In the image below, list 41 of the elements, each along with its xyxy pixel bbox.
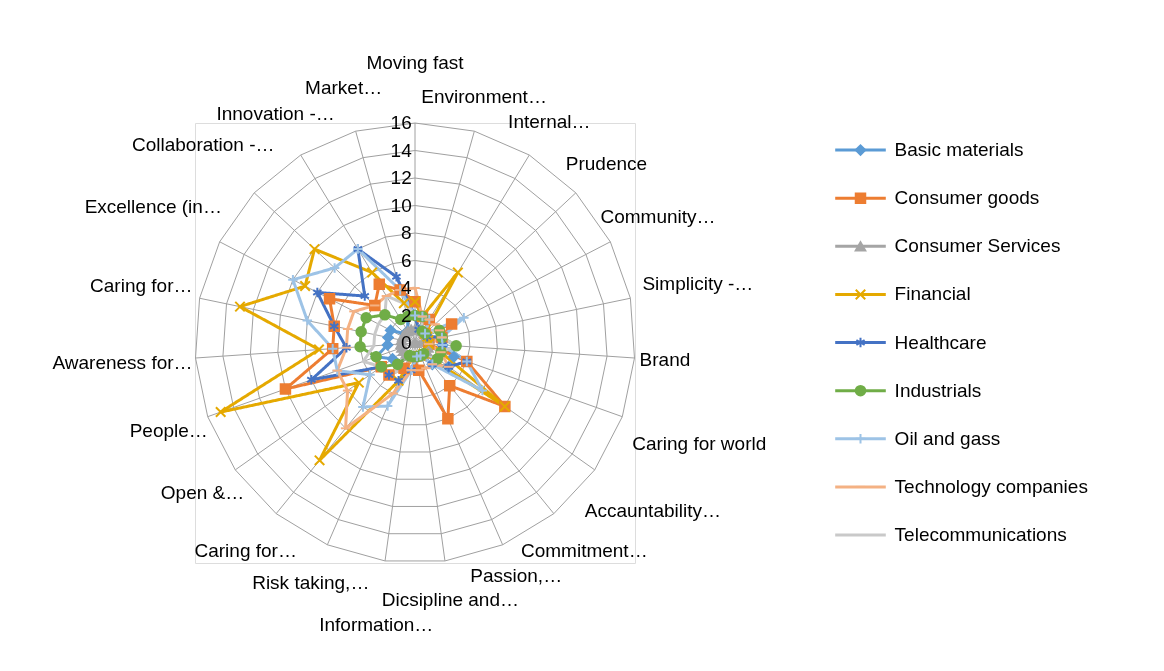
- spoke-label: Innovation -…: [216, 102, 335, 124]
- legend-label: Consumer goods: [894, 187, 1040, 209]
- spoke-label: Caring for…: [194, 540, 297, 562]
- legend-label: Telecommunications: [894, 524, 1067, 546]
- spoke-label: Accauntability…: [584, 499, 721, 521]
- spoke-label: Open &…: [160, 481, 245, 503]
- legend-label: Oil and gass: [894, 427, 1001, 449]
- spoke-label: Dicsipline and…: [381, 589, 519, 611]
- y-tick-label: 4: [401, 277, 413, 298]
- legend-label: Healthcare: [894, 331, 987, 353]
- y-tick-label: 8: [401, 222, 412, 243]
- y-tick-label: 10: [390, 194, 412, 216]
- y-tick-label: 2: [401, 304, 412, 326]
- spoke-label: Excellence (in…: [84, 196, 222, 218]
- y-tick-label: 0: [401, 332, 412, 353]
- spoke-label: Community…: [600, 206, 716, 228]
- spoke-label: Prudence: [565, 153, 648, 175]
- spoke-label: People…: [129, 419, 208, 441]
- y-tick-label: 6: [401, 249, 412, 271]
- legend-label: Technology companies: [894, 475, 1088, 497]
- legend-label: Financial: [894, 283, 971, 305]
- spoke-label: Internal…: [508, 111, 591, 133]
- spoke-label: Brand: [639, 349, 691, 371]
- y-tick-label: 16: [390, 112, 412, 133]
- spoke-label: Information…: [319, 614, 434, 635]
- legend-label: Basic materials: [894, 139, 1024, 161]
- spoke-label: Market…: [305, 77, 383, 99]
- y-tick-label: 14: [390, 139, 413, 161]
- legend-label: Industrials: [894, 379, 982, 401]
- spoke-label: Caring for…: [90, 275, 193, 297]
- spoke-label: Risk taking,…: [252, 571, 370, 593]
- spoke-label: Caring for world: [632, 433, 767, 455]
- spoke-label: Simplicity -…: [642, 273, 754, 295]
- spoke-label: Awareness for…: [52, 352, 193, 374]
- spoke-label: Collaboration -…: [131, 134, 275, 156]
- spoke-label: Commitment…: [520, 540, 648, 562]
- legend-label: Consumer Services: [894, 235, 1061, 257]
- spoke-label: Moving fast: [366, 52, 465, 73]
- y-tick-label: 12: [390, 167, 412, 188]
- spoke-label: Passion,…: [470, 565, 563, 587]
- spoke-label: Environment…: [421, 85, 547, 107]
